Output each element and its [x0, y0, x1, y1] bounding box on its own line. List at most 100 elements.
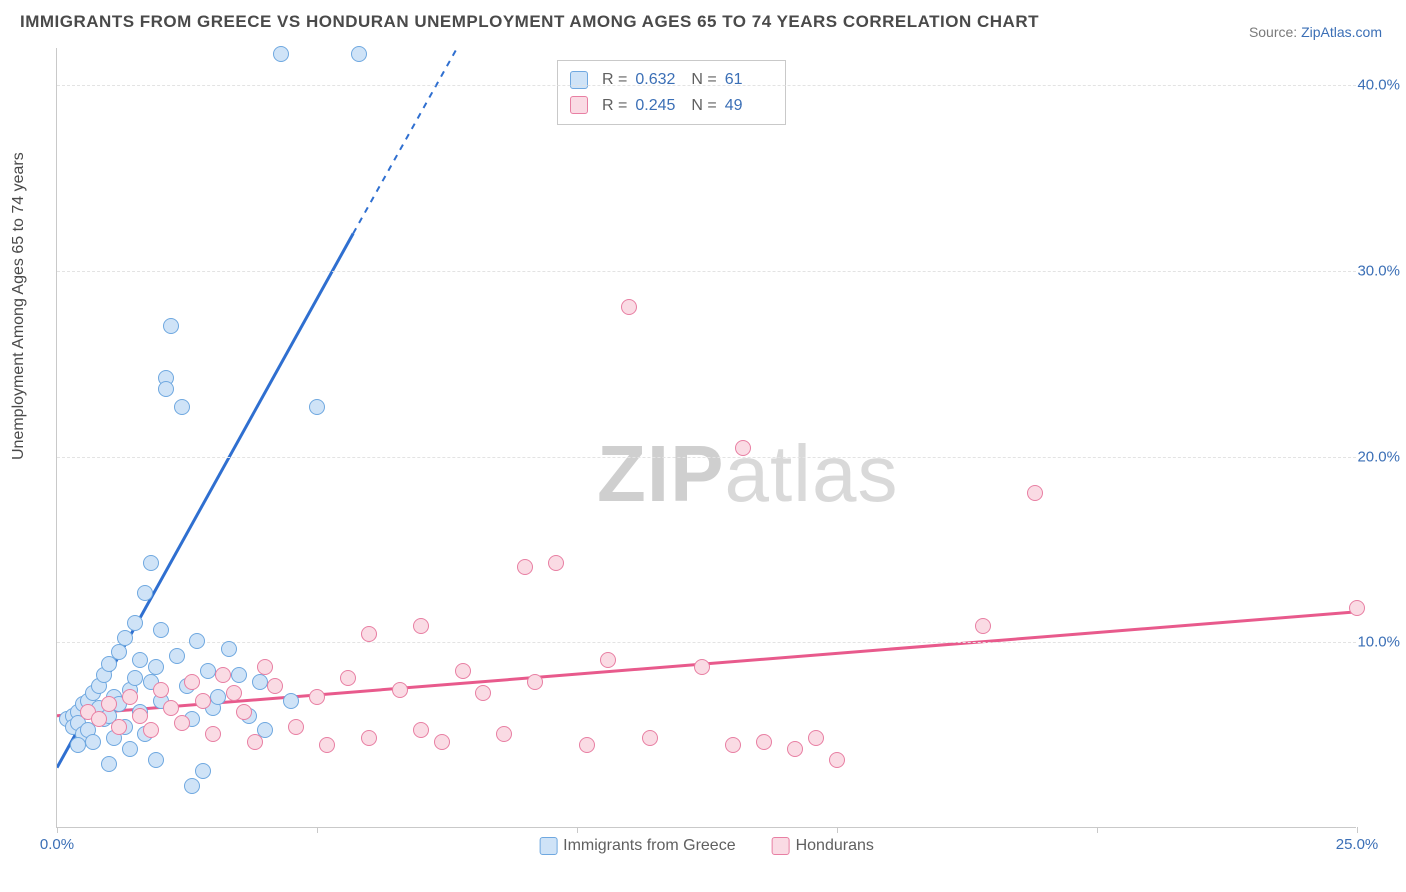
watermark-zip: ZIP: [597, 429, 724, 518]
data-point: [153, 622, 169, 638]
y-tick-label: 20.0%: [1357, 448, 1400, 465]
data-point: [309, 399, 325, 415]
data-point: [127, 615, 143, 631]
y-tick-label: 30.0%: [1357, 262, 1400, 279]
data-point: [361, 626, 377, 642]
n-label: N =: [691, 67, 716, 93]
legend-swatch: [772, 837, 790, 855]
data-point: [1349, 600, 1365, 616]
y-tick-label: 10.0%: [1357, 634, 1400, 651]
data-point: [143, 555, 159, 571]
data-point: [735, 440, 751, 456]
data-point: [257, 659, 273, 675]
data-point: [392, 682, 408, 698]
data-point: [226, 685, 242, 701]
data-point: [283, 693, 299, 709]
legend-label: Immigrants from Greece: [563, 837, 735, 854]
data-point: [642, 730, 658, 746]
x-tick-label: 0.0%: [40, 836, 74, 853]
gridline: [57, 642, 1356, 643]
r-value: 0.632: [635, 67, 683, 93]
gridline: [57, 85, 1356, 86]
scatter-plot-area: ZIPatlas R =0.632N =61R =0.245N =49 Immi…: [56, 48, 1356, 828]
data-point: [111, 644, 127, 660]
data-point: [184, 674, 200, 690]
data-point: [153, 682, 169, 698]
data-point: [756, 734, 772, 750]
data-point: [174, 399, 190, 415]
data-point: [221, 641, 237, 657]
x-tick-label: 25.0%: [1336, 836, 1379, 853]
stats-row: R = 0.245 N = 49: [570, 93, 773, 119]
data-point: [548, 555, 564, 571]
n-value: 61: [725, 67, 773, 93]
data-point: [163, 318, 179, 334]
legend: Immigrants from Greece Hondurans: [539, 837, 874, 855]
legend-item: Hondurans: [772, 837, 874, 855]
x-tick: [317, 827, 318, 833]
data-point: [158, 381, 174, 397]
data-point: [205, 726, 221, 742]
correlation-stats-box: R = 0.632 N = 61 R = 0.245 N = 49: [557, 60, 786, 125]
n-value: 49: [725, 93, 773, 119]
data-point: [694, 659, 710, 675]
data-point: [288, 719, 304, 735]
gridline: [57, 271, 1356, 272]
x-tick: [1357, 827, 1358, 833]
data-point: [787, 741, 803, 757]
data-point: [122, 689, 138, 705]
data-point: [361, 730, 377, 746]
data-point: [163, 700, 179, 716]
data-point: [189, 633, 205, 649]
data-point: [273, 46, 289, 62]
data-point: [195, 693, 211, 709]
source-value: ZipAtlas.com: [1301, 24, 1382, 40]
data-point: [70, 737, 86, 753]
x-tick: [1097, 827, 1098, 833]
data-point: [351, 46, 367, 62]
trend-line-dashed: [353, 48, 457, 233]
data-point: [267, 678, 283, 694]
data-point: [236, 704, 252, 720]
data-point: [517, 559, 533, 575]
data-point: [148, 659, 164, 675]
data-point: [200, 663, 216, 679]
data-point: [111, 719, 127, 735]
data-point: [148, 752, 164, 768]
data-point: [231, 667, 247, 683]
source-label: Source:: [1249, 24, 1301, 40]
x-tick: [577, 827, 578, 833]
data-point: [808, 730, 824, 746]
legend-label: Hondurans: [796, 837, 874, 854]
data-point: [413, 722, 429, 738]
data-point: [85, 734, 101, 750]
data-point: [91, 711, 107, 727]
data-point: [413, 618, 429, 634]
r-label: R =: [602, 67, 627, 93]
chart-title: IMMIGRANTS FROM GREECE VS HONDURAN UNEMP…: [20, 12, 1039, 32]
r-label: R =: [602, 93, 627, 119]
data-point: [319, 737, 335, 753]
n-label: N =: [691, 93, 716, 119]
x-tick: [837, 827, 838, 833]
data-point: [143, 722, 159, 738]
legend-swatch: [570, 96, 588, 114]
r-value: 0.245: [635, 93, 683, 119]
data-point: [340, 670, 356, 686]
data-point: [252, 674, 268, 690]
data-point: [475, 685, 491, 701]
data-point: [184, 778, 200, 794]
y-axis-label: Unemployment Among Ages 65 to 74 years: [10, 152, 28, 460]
source-attribution: Source: ZipAtlas.com: [1249, 24, 1382, 40]
gridline: [57, 457, 1356, 458]
watermark-atlas: atlas: [724, 429, 898, 518]
stats-row: R = 0.632 N = 61: [570, 67, 773, 93]
data-point: [975, 618, 991, 634]
data-point: [579, 737, 595, 753]
data-point: [101, 696, 117, 712]
data-point: [169, 648, 185, 664]
data-point: [132, 708, 148, 724]
data-point: [621, 299, 637, 315]
data-point: [210, 689, 226, 705]
data-point: [527, 674, 543, 690]
